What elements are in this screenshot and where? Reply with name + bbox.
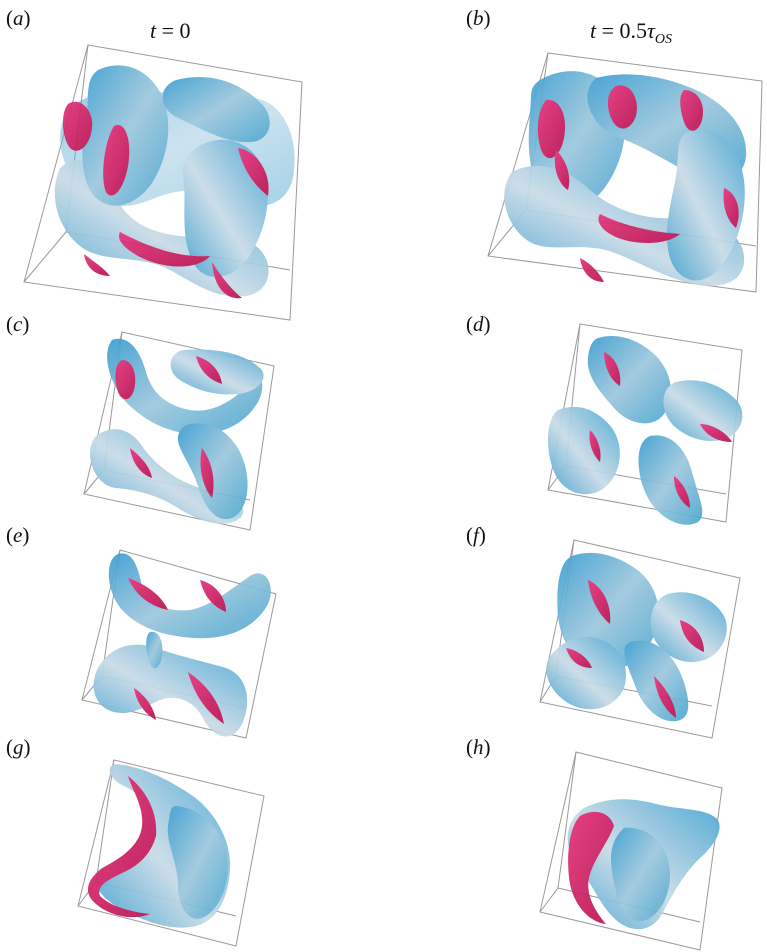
panel-label-e: (e) [6,523,30,547]
vortex-surfaces [546,552,727,722]
panel-g-visualization [77,759,265,947]
panel-e-visualization [81,549,277,739]
panel-a-visualization [23,44,303,321]
panel-label-h: (h) [466,735,491,759]
vortex-surfaces [567,799,720,930]
vortex-surfaces [504,71,747,286]
panel-label-a: (a) [6,6,31,30]
panel-b-visualization [487,52,763,293]
vortex-surfaces [548,336,743,525]
panel-label-b: (b) [466,6,491,30]
vortex-surfaces [54,65,295,299]
column-title-t0: t = 0 [150,18,191,43]
panel-label-g: (g) [6,735,31,759]
panel-c-visualization [83,331,275,531]
panel-f-visualization [539,539,741,739]
vortex-surfaces [93,553,271,737]
panel-h-visualization [539,751,723,951]
panel-d-visualization [547,323,743,525]
column-title-t05: t = 0.5τOS [590,18,673,47]
vortex-surfaces [89,338,264,524]
panel-label-d: (d) [466,312,491,336]
panel-label-c: (c) [6,312,30,336]
panel-label-f: (f) [466,523,486,547]
vortex-surfaces [87,764,231,928]
